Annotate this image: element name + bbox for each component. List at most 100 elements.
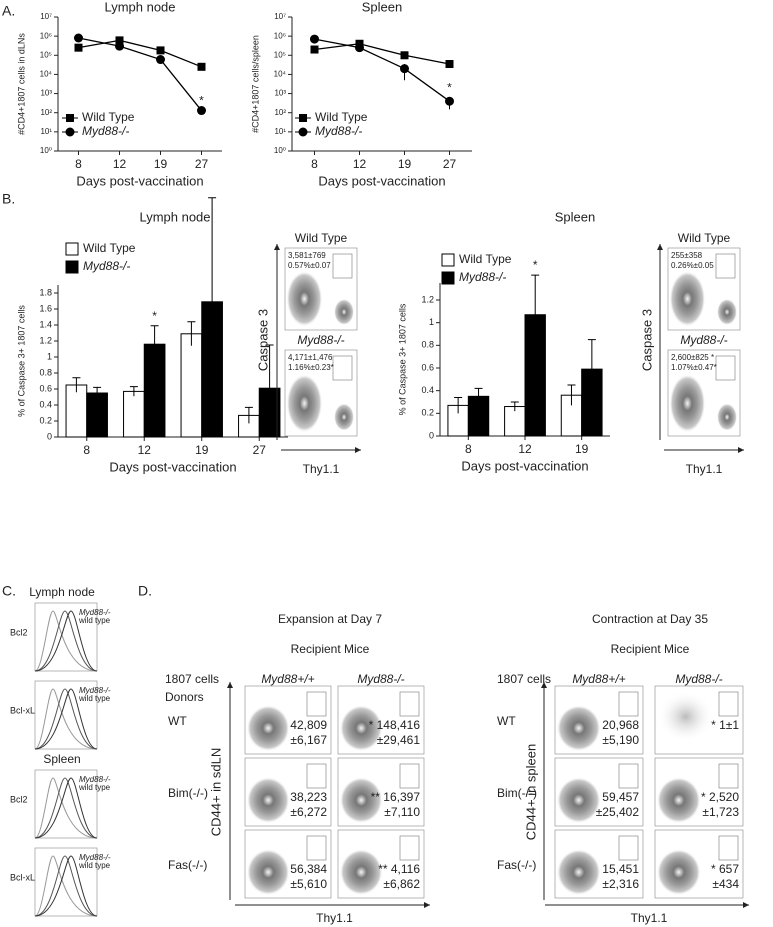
histogram-legend: wild type: [78, 616, 111, 625]
x-tick-label: 19: [575, 442, 589, 456]
point: [74, 43, 83, 52]
flow-density: [556, 849, 601, 896]
flow-title: Wild Type: [678, 231, 731, 245]
y-tick-label: 0: [429, 430, 434, 440]
flow-density: [657, 690, 714, 743]
histogram-label: Bcl-xL: [10, 872, 35, 882]
row-label: Bim(-/-): [168, 786, 208, 800]
point: [355, 43, 364, 53]
row-label: WT: [168, 714, 187, 728]
histogram-legend: Myd88-/-: [79, 608, 111, 617]
cell-value: 42,809: [290, 718, 327, 732]
histogram-curve: [34, 777, 98, 839]
y-tick-label: 10⁰: [274, 146, 286, 155]
cell-value: ±6,167: [290, 733, 327, 747]
flow-stat: 2,600±825 *: [671, 353, 714, 362]
y-tick-label: 0.4: [39, 399, 52, 409]
x-axis-label: Days post-vaccination: [109, 459, 236, 474]
y-tick-label: 10⁵: [274, 50, 286, 59]
legend-swatch: [65, 260, 79, 274]
cell-value: 20,968: [602, 718, 639, 732]
y-axis-label: CD44+ in sdLN: [208, 748, 223, 837]
x-axis-label: Days post-vaccination: [461, 458, 588, 473]
histogram-curve: [34, 610, 98, 672]
error-bar: [474, 387, 483, 405]
legend-label: Myd88-/-: [315, 124, 362, 138]
error-bar: [587, 339, 596, 399]
point: [310, 34, 319, 44]
point: [445, 96, 454, 106]
legend-swatch: [441, 253, 455, 267]
histogram-curve: [34, 855, 98, 917]
point: [115, 41, 124, 51]
cell-value: 59,457: [602, 790, 639, 804]
y-tick-label: 10⁷: [274, 12, 286, 21]
flow-density: [669, 270, 706, 327]
y-tick-label: 10⁴: [40, 70, 53, 79]
legend-label: Myd88-/-: [459, 270, 506, 284]
x-tick-label: 8: [465, 442, 472, 456]
flow-density: [339, 705, 383, 752]
error-bar: [129, 386, 138, 397]
x-axis-label: Thy1.1: [316, 911, 353, 925]
point: [197, 62, 206, 71]
panel-label: A.: [2, 3, 15, 19]
flow-gate: [715, 253, 736, 279]
chart-title: Spleen: [555, 209, 595, 224]
histogram-label: Bcl2: [10, 794, 28, 804]
flow-gate: [332, 253, 353, 279]
y-tick-label: 0: [47, 431, 52, 441]
flow-x-label: Thy1.1: [686, 462, 723, 476]
cell-value: ±5,610: [290, 877, 327, 891]
row-header: 1807 cells: [165, 672, 219, 686]
x-tick-label: 27: [443, 157, 457, 171]
flow-density: [556, 705, 601, 752]
group-title: Contraction at Day 35: [592, 612, 708, 626]
error-bar: [93, 386, 102, 399]
y-tick-label: 0.4: [421, 385, 434, 395]
error-bar: [244, 406, 253, 424]
flow-gate: [718, 835, 739, 861]
flow-density: [333, 403, 355, 431]
point: [400, 64, 409, 74]
x-tick-label: 19: [154, 157, 168, 171]
group-title: Expansion at Day 7: [278, 612, 382, 626]
x-axis-label: Days post-vaccination: [76, 173, 203, 188]
flow-stat: 0.26%±0.05: [671, 261, 714, 270]
cell-value: * 657: [711, 862, 739, 876]
point: [156, 55, 165, 65]
y-tick-label: 1.2: [39, 335, 52, 345]
flow-gate: [306, 835, 327, 861]
error-bar: [208, 197, 217, 406]
y-tick-label: 0.8: [421, 340, 434, 350]
flow-stat: 4,171±1,476: [288, 353, 333, 362]
legend-label: Wild Type: [315, 110, 368, 124]
error-bar: [531, 274, 540, 355]
point: [156, 46, 165, 55]
row-label: Bim(-/-): [497, 786, 537, 800]
error-bar: [454, 396, 463, 414]
flow-density: [716, 298, 738, 326]
bar: [86, 392, 108, 438]
histogram-label: Bcl-xL: [10, 705, 35, 715]
chart-title: Spleen: [362, 0, 402, 14]
y-tick-label: 10⁴: [274, 70, 287, 79]
y-axis-label: #CD4+1807 cells/spleen: [250, 35, 260, 133]
flow-stat: 0.57%±0.07: [288, 261, 331, 270]
x-tick-label: 8: [311, 157, 318, 171]
y-axis-label: % of Caspase 3+ 1807 cells: [397, 303, 407, 415]
x-tick-label: 27: [253, 443, 267, 457]
x-axis-label: Days post-vaccination: [318, 173, 445, 188]
flow-stat: 3,581±769: [288, 251, 326, 260]
y-tick-label: 0.2: [39, 415, 52, 425]
flow-density: [656, 777, 701, 824]
panel-label: B.: [2, 191, 15, 207]
annotation: *: [533, 258, 538, 272]
flow-gate: [718, 763, 739, 789]
annotation: *: [199, 94, 204, 108]
x-tick-label: 19: [195, 443, 209, 457]
histogram-curve: [34, 777, 98, 839]
flow-y-label: Caspase 3: [639, 309, 654, 371]
column-header: Myd88-/-: [675, 672, 722, 686]
panel-label: D.: [138, 583, 152, 599]
